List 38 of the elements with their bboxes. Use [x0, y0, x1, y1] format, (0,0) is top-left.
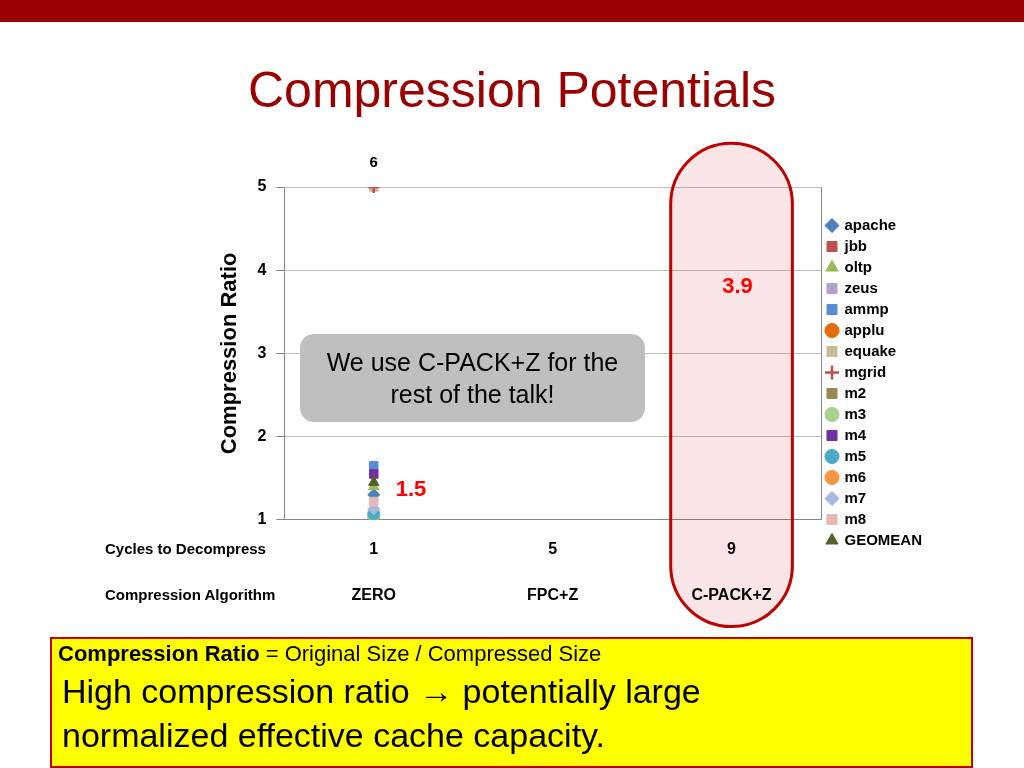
- text: = Original Size / Compressed Size: [265, 641, 602, 666]
- text: FPC+Z: [527, 586, 579, 604]
- annotation: 6: [369, 153, 378, 171]
- x-tick-label: 1: [369, 539, 379, 557]
- legend-label: equake: [844, 341, 897, 359]
- legend-label: m4: [844, 425, 867, 443]
- text: Compression Algorithm: [105, 585, 276, 603]
- y-tick-label: 2: [257, 427, 267, 445]
- legend-label: m6: [844, 467, 867, 485]
- legend-label: zeus: [844, 278, 878, 296]
- y-tick-label: 4: [257, 260, 267, 278]
- annotation: We use C-PACK+Z for the rest of the talk!: [325, 347, 620, 410]
- legend-label: m7: [844, 488, 867, 506]
- y-tick-label: 3: [257, 343, 267, 361]
- legend-label: oltp: [844, 257, 872, 275]
- legend-label: GEOMEAN: [844, 530, 923, 548]
- x-tick-label: 9: [727, 539, 737, 557]
- y-tick-label: 1: [257, 510, 267, 528]
- x-axis-title: Cycles to Decompress: [105, 539, 266, 557]
- text: ZERO: [351, 586, 396, 604]
- legend-label: apache: [844, 215, 897, 233]
- x-tick-label: 5: [548, 539, 558, 557]
- text: C-PACK+Z: [691, 586, 772, 604]
- legend-label: m3: [844, 404, 867, 422]
- legend-label: ammp: [844, 299, 889, 317]
- text: High compression ratio → potentially large normalized effective cache capacity.: [62, 671, 702, 756]
- legend-label: applu: [844, 320, 885, 338]
- y-tick-label: 5: [257, 177, 267, 195]
- legend-label: mgrid: [844, 362, 887, 380]
- text: Compression Ratio: [58, 641, 260, 666]
- legend-label: m8: [844, 509, 867, 527]
- chart-title: Compression Potentials: [247, 62, 777, 118]
- legend-label: jbb: [843, 236, 867, 254]
- legend-label: m5: [844, 446, 867, 464]
- y-axis-title: Compression Ratio: [216, 252, 242, 455]
- annotation: 3.9: [722, 272, 753, 298]
- legend-label: m2: [844, 383, 867, 401]
- data-label: 1.5: [395, 476, 427, 502]
